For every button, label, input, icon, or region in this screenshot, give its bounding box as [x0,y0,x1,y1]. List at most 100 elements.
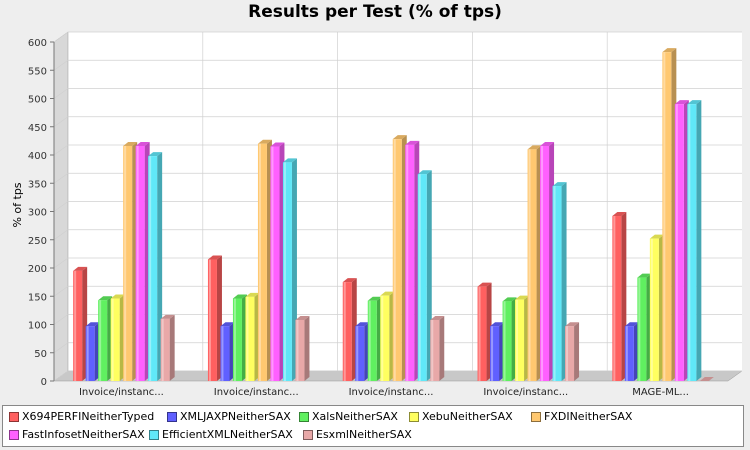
bar-highlight [663,52,666,382]
bar-top [649,234,664,239]
bar [699,377,714,381]
bar-front [527,149,537,381]
bar-top [662,48,677,53]
bar-highlight [74,270,77,381]
legend-label: X694PERFINeitherTyped [22,410,155,423]
bar-top [342,278,357,283]
bar [148,152,163,381]
bar-front [98,300,108,381]
bar-top [380,291,395,296]
y-tick-label: 550 [28,66,47,77]
legend-swatch [299,411,309,422]
bar-highlight [625,326,628,381]
bar-top [490,322,505,327]
bar [355,322,370,381]
bar-front [552,186,562,381]
bar-top [552,182,567,187]
bar-highlight [246,296,249,381]
bar-front [245,296,255,381]
bar-highlight [149,156,152,381]
bar-top [135,141,150,146]
bar-side [304,315,310,381]
bar-front [502,301,512,381]
bar [624,322,639,381]
bar-highlight [136,145,139,381]
bar-highlight [221,326,224,381]
bar-top [355,322,370,327]
bar-top [160,314,175,319]
bar-front [687,104,697,382]
bar-side [696,100,702,382]
bar [270,142,285,381]
y-tick-label: 350 [28,179,47,190]
x-tick-label: Invoice/instanc... [79,387,164,398]
legend-swatch [9,429,19,440]
gridline-wall [53,229,69,241]
y-tick-label: 300 [28,208,47,219]
bar-front [674,104,684,382]
bar-front [405,144,415,381]
bar-front [477,286,487,381]
bar-side [169,314,175,381]
x-tick-label: MAGE-ML... [632,387,689,398]
bar-highlight [650,238,653,381]
bar-front [380,295,390,381]
bar-top [110,294,125,299]
y-tick-label: 150 [28,292,47,303]
bar-front [220,326,230,381]
bar-front [490,326,500,381]
bar-top [405,140,420,145]
bar [123,141,138,381]
bar [687,100,702,382]
bar-front [342,282,352,381]
bar [649,234,664,381]
bar-highlight [258,143,261,381]
bar-top [624,322,639,327]
bar-top [282,158,297,163]
bar [405,140,420,381]
bar-front [148,156,158,381]
legend-swatch [149,429,159,440]
legend-label: XalsNeitherSAX [312,410,398,423]
bar [257,139,272,381]
bar [515,295,530,381]
bar-top [148,152,163,157]
bar-front [392,139,402,381]
bar-top [257,139,272,144]
bar-highlight [381,295,384,381]
gridline-wall [53,201,69,212]
bar [392,135,407,381]
bar [490,322,505,381]
bar-highlight [283,162,286,381]
legend-label: XebuNeitherSAX [422,410,513,423]
gridline-wall [53,88,69,99]
bar-highlight [86,326,89,381]
legend-label: FXDINeitherSAX [544,410,633,423]
bar-front [123,145,133,381]
bar-side [439,315,445,381]
bar-front [662,52,672,382]
bar-top [98,296,113,301]
bar-front [430,319,440,381]
bar [207,255,222,381]
gridline-wall [53,31,69,43]
y-tick-label: 400 [28,151,47,162]
bar [295,315,310,381]
bar [662,48,677,382]
bar-front [232,298,242,381]
bar-top [73,266,88,271]
legend: X694PERFINeitherTyped XMLJAXPNeitherSAX Xa… [2,405,744,447]
bar-top [123,141,138,146]
bar-front [612,216,622,381]
bar-highlight [161,318,164,381]
y-tick-label: 600 [28,38,47,49]
bar-highlight [553,186,556,381]
bar-highlight [491,326,494,381]
bar-highlight [393,139,396,381]
gridline-wall [53,59,69,71]
legend-label: EfficientXMLNeitherSAX [162,428,293,441]
bar-front [515,299,525,381]
bar-front [417,174,427,381]
legend-swatch [167,411,177,422]
bar-top [477,282,492,287]
